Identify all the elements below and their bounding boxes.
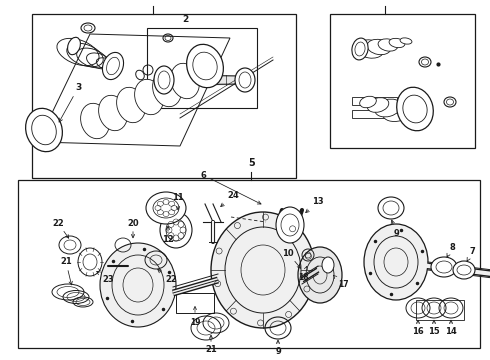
Ellipse shape <box>154 66 174 94</box>
Text: 4: 4 <box>382 0 389 2</box>
Text: 5: 5 <box>248 158 255 168</box>
Ellipse shape <box>298 247 342 303</box>
Text: 11: 11 <box>172 194 184 210</box>
Text: 13: 13 <box>306 198 324 212</box>
Bar <box>352 110 397 118</box>
Text: 19: 19 <box>190 307 200 327</box>
Bar <box>330 14 475 148</box>
Bar <box>352 97 397 105</box>
Ellipse shape <box>98 95 127 131</box>
Ellipse shape <box>382 100 414 122</box>
Ellipse shape <box>356 40 384 58</box>
Ellipse shape <box>400 38 412 44</box>
Ellipse shape <box>375 99 401 117</box>
Ellipse shape <box>25 108 62 152</box>
Ellipse shape <box>360 96 376 108</box>
Text: 18: 18 <box>298 266 308 282</box>
Ellipse shape <box>364 224 428 300</box>
Ellipse shape <box>235 68 255 92</box>
Ellipse shape <box>152 71 181 107</box>
Text: 16: 16 <box>412 320 424 337</box>
Ellipse shape <box>160 212 192 248</box>
Text: 1: 1 <box>150 0 157 2</box>
Text: 15: 15 <box>428 320 440 337</box>
Ellipse shape <box>146 192 186 224</box>
Ellipse shape <box>367 98 389 112</box>
Text: 10: 10 <box>282 248 300 268</box>
Text: 8: 8 <box>447 243 455 257</box>
Ellipse shape <box>102 53 123 80</box>
Text: 23: 23 <box>97 271 114 284</box>
Text: 22: 22 <box>158 269 177 284</box>
Ellipse shape <box>431 257 457 277</box>
Ellipse shape <box>171 63 199 99</box>
Text: 3: 3 <box>59 84 81 122</box>
Text: 14: 14 <box>445 320 457 337</box>
Ellipse shape <box>378 39 398 51</box>
Ellipse shape <box>322 257 334 273</box>
Ellipse shape <box>397 87 433 131</box>
Ellipse shape <box>100 243 176 327</box>
Bar <box>147 28 257 108</box>
Ellipse shape <box>276 207 304 243</box>
Ellipse shape <box>135 79 163 115</box>
Bar <box>416 300 464 320</box>
Ellipse shape <box>80 103 109 139</box>
Bar <box>18 180 480 348</box>
Bar <box>176 293 214 313</box>
Ellipse shape <box>117 87 146 123</box>
Text: 21: 21 <box>60 257 73 285</box>
Ellipse shape <box>389 39 405 48</box>
Text: 24: 24 <box>220 192 239 207</box>
Text: 7: 7 <box>467 248 475 261</box>
Text: 17: 17 <box>333 275 348 289</box>
Ellipse shape <box>211 212 315 328</box>
Ellipse shape <box>68 37 80 55</box>
Text: 2: 2 <box>182 15 189 24</box>
Text: 9: 9 <box>391 220 399 238</box>
Text: 22: 22 <box>52 219 69 238</box>
Ellipse shape <box>352 38 368 60</box>
Ellipse shape <box>367 39 391 55</box>
Text: 9: 9 <box>275 340 281 356</box>
Ellipse shape <box>187 44 223 88</box>
Text: 6: 6 <box>200 171 261 204</box>
Text: 20: 20 <box>127 219 139 238</box>
Text: 21: 21 <box>205 335 217 355</box>
Ellipse shape <box>78 248 102 276</box>
Bar <box>32 14 296 178</box>
Text: 12: 12 <box>162 226 174 244</box>
Ellipse shape <box>453 261 475 279</box>
